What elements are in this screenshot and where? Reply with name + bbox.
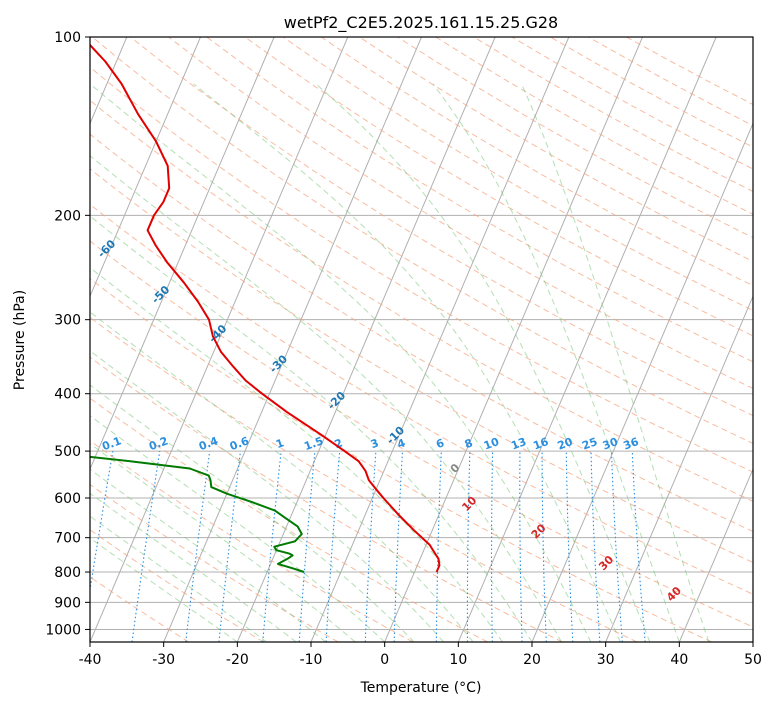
mixing-ratio-line [218,451,242,642]
x-tick-label: 10 [449,652,467,668]
sounding-series [90,43,441,573]
mixing-ratio-label: 0.2 [147,434,170,453]
moist-adiabat-line [521,83,710,642]
dry-adiabat-line [90,316,638,642]
isotherm-gridline [384,37,643,642]
mixing-ratio-label: 0.1 [100,434,123,453]
moist-adiabat-line [90,155,562,642]
dry-adiabat-line [90,168,753,563]
mixing-ratio-line [131,451,161,642]
y-tick-label: 600 [54,491,81,507]
mixing-ratio-label: 20 [556,435,575,453]
chart-title: wetPf2_C2E5.2025.161.15.25.G28 [284,13,558,33]
x-axis-label: Temperature (°C) [360,680,482,696]
mixing-ratio-line [90,451,114,594]
dry-adiabat-line [244,37,753,337]
mixing-ratio-label: 2 [333,436,345,451]
x-tick-label: 20 [523,652,541,668]
mixing-ratio-label: 0.4 [197,434,220,453]
dry-adiabat-line [90,99,753,502]
y-tick-label: 500 [54,444,81,460]
x-tick-label: 0 [380,652,389,668]
y-axis-ticks: 100 200 300 400 500 600 700 800 900 1000 [45,30,90,638]
isotherm-gridline [90,37,275,471]
isotherm-gridline [163,37,422,642]
mixing-ratio-label: 4 [395,436,407,451]
moist-adiabat-line [432,83,680,642]
moist-adiabat-line [90,267,503,642]
dry-adiabat-line [90,529,264,642]
y-tick-label: 900 [54,595,81,611]
x-tick-label: 50 [744,652,762,668]
y-tick-label: 400 [54,387,81,403]
moist-adiabat-line [90,468,327,642]
mixing-ratio-label: 0.6 [228,434,251,453]
y-tick-label: 100 [54,30,81,46]
dry-adiabat-line [130,37,753,417]
x-tick-label: -10 [300,652,323,668]
mixing-ratio-label: 1.5 [302,434,325,453]
dewpoint-profile-line [90,455,305,573]
mixing-ratio-line [298,451,316,642]
y-tick-label: 800 [54,565,81,581]
isotherm-gridline [678,467,753,642]
moist-adiabat-line [90,83,592,642]
mixing-ratio-label: 8 [463,436,475,451]
moist-adiabat-line [315,83,651,642]
isotherm-gridline [90,37,349,642]
mixing-ratio-label: 3 [369,436,381,451]
temperature-profile-line [90,43,441,573]
isotherm-gridline [90,37,201,298]
x-tick-label: 40 [670,652,688,668]
mixing-ratio-label: 36 [622,435,641,453]
moist-adiabat-line [193,83,621,642]
y-axis-label: Pressure (hPa) [12,290,28,390]
mixing-ratio-label: 30 [601,435,620,453]
dry-adiabat-line [91,37,753,445]
x-tick-label: -20 [226,652,249,668]
x-tick-label: -30 [152,652,175,668]
y-tick-label: 200 [54,208,81,224]
isotherm-gridline [236,37,496,642]
moist-adiabat-line [90,350,444,642]
dry-adiabat-line [90,356,563,642]
dry-adiabat-line [90,240,753,628]
isotherm-gridline [605,295,753,642]
background-lines [90,37,753,642]
mixing-ratio-line [631,451,646,642]
dry-adiabat-line [90,483,339,642]
dry-adiabat-line [282,37,753,312]
mixing-ratio-label: 10 [482,435,501,453]
mixing-ratio-line [262,451,282,642]
x-axis-ticks: -40 -30 -20 -10 0 10 20 30 40 50 [79,642,762,668]
dry-adiabat-line [90,203,753,595]
isotherm-gridline [457,37,717,642]
mixing-ratio-label: 1 [274,436,286,451]
moist-adiabat-line [90,442,356,642]
mixing-ratio-label: 16 [531,435,550,453]
moist-adiabat-line [90,311,474,642]
moist-adiabat-line [90,515,268,642]
y-tick-label: 1000 [45,622,81,638]
dry-adiabat-line [168,37,753,389]
y-tick-label: 300 [54,313,81,329]
x-tick-label: -40 [79,652,102,668]
y-tick-label: 700 [54,531,81,547]
plot-frame [89,36,754,643]
mixing-ratio-label: 25 [580,435,599,452]
x-tick-label: 30 [597,652,615,668]
mixing-ratio-label: 6 [434,436,446,451]
mixing-ratio-label: 13 [509,435,528,452]
dry-adiabat-line [90,278,712,642]
mixing-ratio-line [185,451,211,642]
